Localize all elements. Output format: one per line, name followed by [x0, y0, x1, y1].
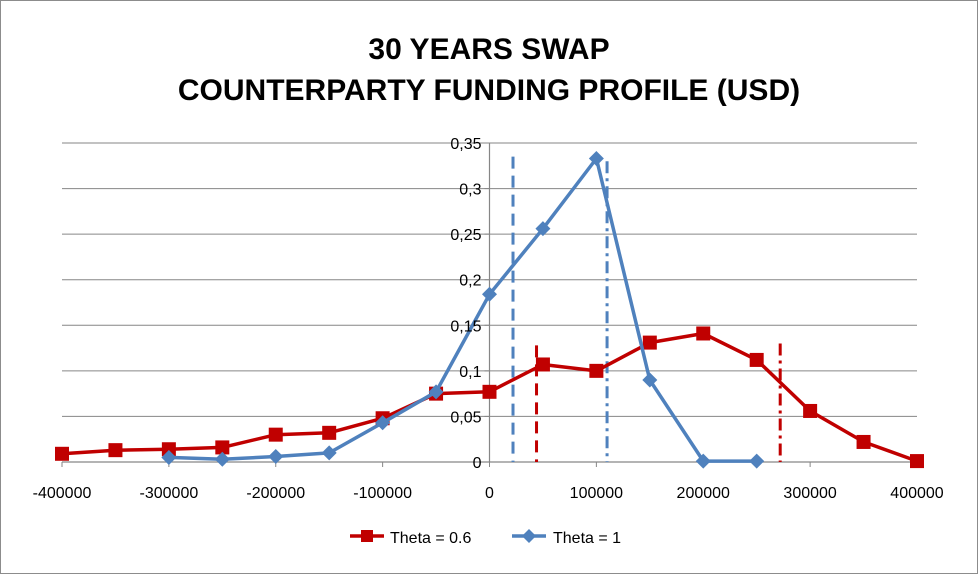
y-tick-label-3: 0,15	[450, 318, 481, 335]
series-1-point-1	[214, 451, 230, 467]
series-0-point-12	[696, 326, 711, 341]
x-tick-label-5: 100000	[570, 485, 623, 502]
x-tick-label-7: 300000	[783, 485, 836, 502]
y-tick-label-6: 0,3	[459, 182, 481, 199]
series-0-point-2	[161, 442, 176, 457]
tick-labels: 0 0,05 0,1 0,15 0,2 0,25 0,3 0,35 -400000 -300000…	[33, 136, 944, 502]
chart-title-line-1: 30 YEARS SWAP	[368, 33, 610, 66]
series-0-point-3	[215, 440, 230, 455]
y-tick-label-1: 0,05	[450, 409, 481, 426]
series-1-point-11	[749, 453, 765, 469]
series-1-point-9	[642, 372, 658, 388]
series-1-point-4	[375, 415, 391, 431]
series-0-point-11	[642, 335, 657, 350]
series-0-point-0	[55, 446, 69, 461]
y-tick-label-7: 0,35	[450, 136, 481, 153]
legend-marker-theta-06	[361, 530, 373, 542]
series-1-point-7	[535, 221, 551, 237]
series-0-point-8	[482, 384, 497, 399]
y-tick-label-4: 0,2	[459, 273, 481, 290]
x-tick-label-3: -100000	[353, 485, 412, 502]
series-0-point-4	[268, 427, 283, 442]
series-0-point-5	[322, 425, 337, 440]
series-line-1	[168, 156, 757, 463]
series-0-point-9	[535, 357, 550, 372]
x-tick-label-0: -400000	[33, 485, 92, 502]
y-tick-label-0: 0	[473, 455, 482, 472]
series-0-point-13	[749, 352, 764, 367]
y-tick-label-5: 0,25	[450, 227, 481, 244]
series-1-point-0	[161, 449, 177, 465]
x-tick-label-6: 200000	[677, 485, 730, 502]
series-0-point-14	[803, 403, 818, 418]
x-tick-label-4: 0	[485, 485, 494, 502]
legend-label-theta-1: Theta = 1	[553, 530, 621, 547]
series-1-point-3	[321, 445, 337, 461]
x-tick-label-2: -200000	[246, 485, 305, 502]
series-layer	[55, 150, 924, 469]
series-0-point-10	[589, 363, 604, 378]
legend-label-theta-06: Theta = 0.6	[390, 530, 471, 547]
series-1-point-2	[268, 449, 284, 465]
x-tick-label-1: -300000	[140, 485, 199, 502]
y-tick-label-2: 0,1	[459, 364, 481, 381]
series-0-point-16	[910, 454, 924, 469]
series-1-point-8	[588, 150, 604, 166]
chart-title-line-2: COUNTERPARTY FUNDING PROFILE (USD)	[177, 74, 801, 107]
series-1-point-10	[695, 453, 711, 469]
axes	[61, 142, 918, 467]
series-1-point-6	[482, 286, 497, 302]
series-0-point-1	[108, 443, 123, 458]
x-tick-label-8: 400000	[890, 485, 943, 502]
series-0-point-15	[856, 434, 871, 449]
legend: Theta = 0.6 Theta = 1	[350, 529, 621, 547]
legend-marker-theta-1	[522, 529, 536, 543]
series-1-point-5	[428, 384, 444, 400]
